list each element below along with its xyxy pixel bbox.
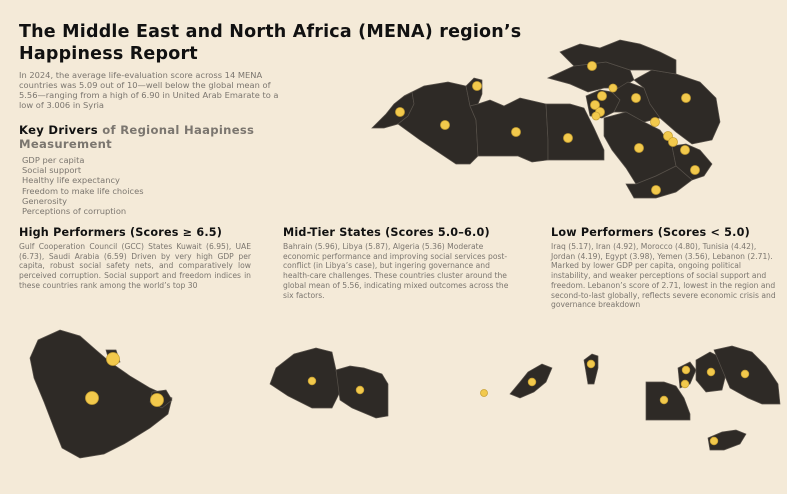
driver-item: Social support [22,165,82,176]
marker-tunisia-low [586,359,596,369]
marker-turkey [587,61,597,71]
intro-paragraph: In 2024, the average life-evaluation sco… [19,70,279,110]
marker-egypt-low [659,395,669,405]
marker-saudi-arabia-large [85,391,99,405]
marker-lebanon-low [681,365,691,375]
driver-item: Perceptions of corruption [22,206,127,217]
marker-algeria-mid [307,376,317,386]
marker-kuwait [650,117,660,127]
mid-tier-heading: Mid-Tier States (Scores 5.0–6.0) [283,226,490,239]
marker-bahrain-isolated [480,389,488,397]
marker-uae-large [150,393,164,407]
egypt-shape [545,103,605,161]
marker-kuwait-large [106,352,120,366]
marker-jordan-low [680,379,690,389]
low-performers-map [480,345,781,451]
marker-tunisia [472,81,482,91]
key-drivers-heading-muted: of Regional Haapiness Measurement [19,123,255,151]
yemen-shape [625,165,693,199]
marker-iraq-low [706,367,716,377]
saudi-arabia-large-shape [29,329,173,459]
mid-tier-text: Bahrain (5.96), Libya (5.87), Algeria (5… [283,242,509,300]
page-title: The Middle East and North Africa (MENA) … [19,21,539,65]
high-performers-map [29,329,173,459]
algeria-mid-shape [269,347,341,409]
marker-morocco [395,107,405,117]
marker-qatar [668,137,678,147]
yemen-low-shape [707,429,747,451]
marker-lebanon [590,100,600,110]
driver-item: Freedom to make life choices [22,185,144,196]
key-drivers-heading: Key Drivers of Regional Haapiness Measur… [19,123,281,151]
marker-iran [681,93,691,103]
title-line-2: Happiness Report [19,44,198,64]
mena-region-map [371,39,721,199]
north-region-shape [559,39,677,75]
marker-uae [680,145,690,155]
low-performers-text: Iraq (5.17), Iran (4.92), Morocco (4.80)… [551,242,776,310]
marker-egypt [563,133,573,143]
marker-yemen-low [709,436,719,446]
title-line-1: The Middle East and North Africa (MENA) … [19,22,522,42]
marker-libya [511,127,521,137]
marker-oman [690,165,700,175]
marker-north [608,83,618,93]
libya-shape [469,97,549,163]
marker-morocco-low [527,377,537,387]
driver-item: GDP per capita [22,155,85,165]
marker-saudi-arabia [634,143,644,153]
high-performers-text: Gulf Cooperation Council (GCC) States Ku… [19,242,251,290]
marker-libya-mid [355,385,365,395]
tunisia-low-shape [583,353,599,385]
driver-item: Healthy life expectancy [22,175,120,186]
marker-iran-low [740,369,750,379]
marker-palestine [591,111,601,121]
driver-item: Generosity [22,195,67,206]
low-performers-heading: Low Performers (Scores < 5.0) [551,226,750,239]
marker-algeria [440,120,450,130]
marker-syria [597,91,607,101]
marker-iraq [631,93,641,103]
algeria-shape [397,81,479,165]
marker-yemen [651,185,661,195]
key-drivers-heading-strong: Key Drivers [19,123,98,137]
mid-tier-map [269,347,389,419]
key-drivers-list: GDP per capita Social support Healthy li… [22,155,144,216]
high-performers-heading: High Performers (Scores ≥ 6.5) [19,226,223,239]
